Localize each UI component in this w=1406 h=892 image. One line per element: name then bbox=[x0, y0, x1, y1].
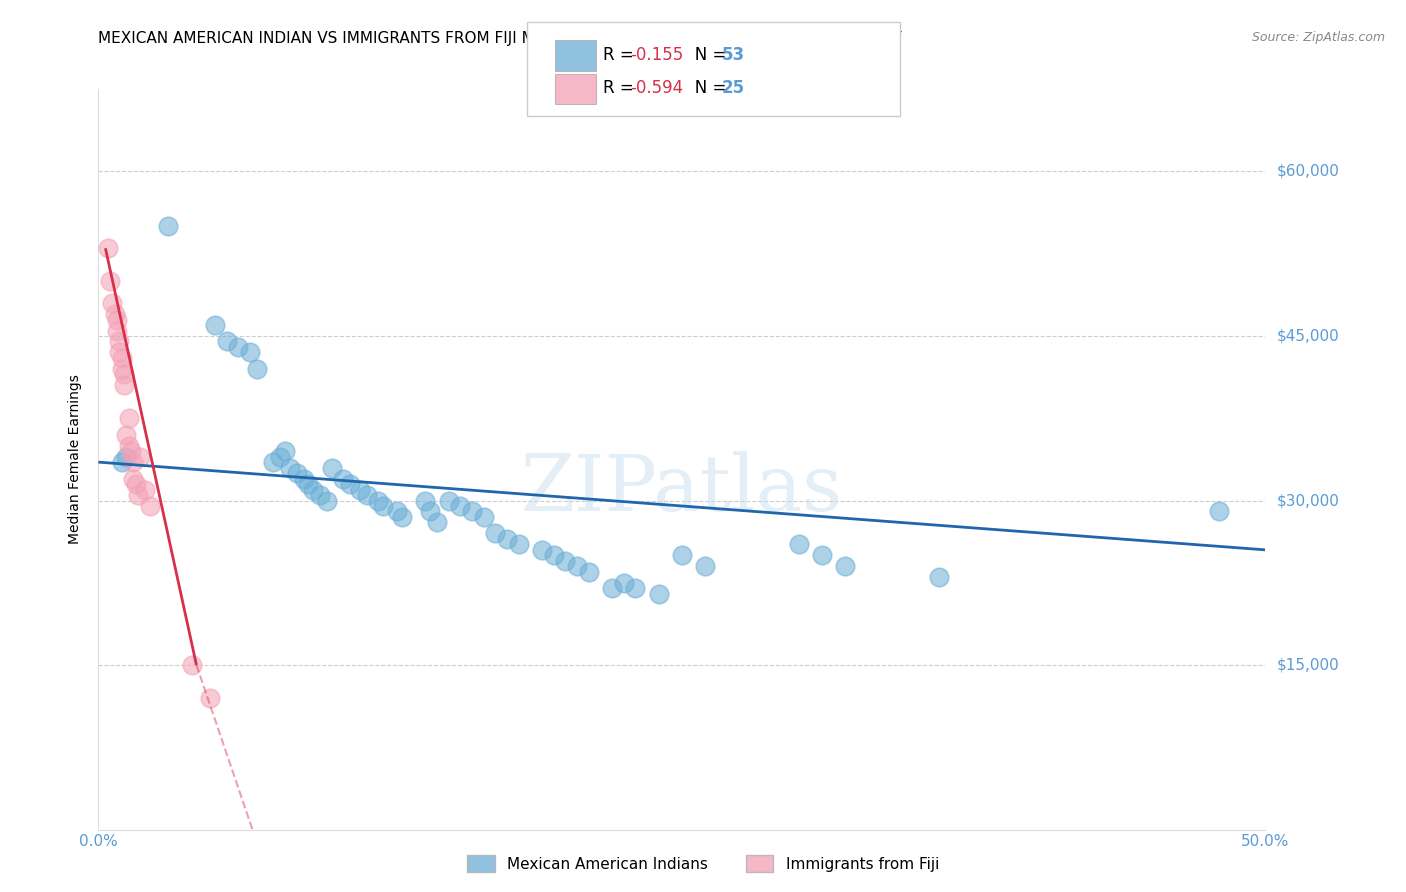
Text: 53: 53 bbox=[721, 45, 744, 63]
Point bbox=[120, 444, 142, 458]
Point bbox=[495, 532, 517, 546]
Point bbox=[105, 312, 128, 326]
Point bbox=[449, 499, 471, 513]
Point bbox=[104, 307, 127, 321]
Point bbox=[115, 450, 138, 464]
Point bbox=[180, 658, 202, 673]
Point bbox=[928, 570, 950, 584]
Point bbox=[285, 466, 308, 480]
Point bbox=[530, 542, 553, 557]
Point bbox=[671, 549, 693, 563]
Point bbox=[508, 537, 530, 551]
Point bbox=[127, 488, 149, 502]
Text: N =: N = bbox=[679, 79, 731, 97]
Point bbox=[111, 351, 134, 365]
Point bbox=[112, 378, 135, 392]
Point bbox=[332, 472, 354, 486]
Point bbox=[108, 345, 131, 359]
Point bbox=[419, 504, 441, 518]
Text: $30,000: $30,000 bbox=[1277, 493, 1340, 508]
Point bbox=[278, 460, 301, 475]
Point bbox=[239, 345, 262, 359]
Point bbox=[204, 318, 226, 332]
Point bbox=[98, 274, 121, 288]
Point bbox=[385, 504, 408, 518]
Point bbox=[339, 477, 361, 491]
Point bbox=[321, 460, 343, 475]
Point bbox=[472, 510, 495, 524]
Point bbox=[316, 493, 339, 508]
Point bbox=[115, 427, 138, 442]
Point bbox=[367, 493, 389, 508]
Text: -0.155: -0.155 bbox=[630, 45, 683, 63]
Point bbox=[543, 549, 565, 563]
Legend: Mexican American Indians, Immigrants from Fiji: Mexican American Indians, Immigrants fro… bbox=[460, 847, 946, 880]
Point bbox=[565, 559, 588, 574]
Text: MEXICAN AMERICAN INDIAN VS IMMIGRANTS FROM FIJI MEDIAN FEMALE EARNINGS CORRELATI: MEXICAN AMERICAN INDIAN VS IMMIGRANTS FR… bbox=[98, 31, 903, 46]
Text: $60,000: $60,000 bbox=[1277, 164, 1340, 179]
Point bbox=[695, 559, 717, 574]
Point bbox=[578, 565, 600, 579]
Point bbox=[461, 504, 484, 518]
Point bbox=[215, 334, 238, 349]
Point bbox=[624, 581, 647, 595]
Point bbox=[228, 340, 250, 354]
Point bbox=[600, 581, 623, 595]
Point bbox=[122, 455, 145, 469]
Point bbox=[391, 510, 413, 524]
Point bbox=[274, 444, 297, 458]
Point bbox=[426, 516, 449, 530]
Point bbox=[647, 587, 669, 601]
Point bbox=[612, 575, 634, 590]
Point bbox=[108, 334, 131, 349]
Text: $15,000: $15,000 bbox=[1277, 657, 1340, 673]
Point bbox=[134, 483, 156, 497]
Point bbox=[112, 368, 135, 382]
Text: -0.594: -0.594 bbox=[630, 79, 683, 97]
Text: $45,000: $45,000 bbox=[1277, 328, 1340, 343]
Point bbox=[105, 324, 128, 338]
Y-axis label: Median Female Earnings: Median Female Earnings bbox=[69, 375, 83, 544]
Point bbox=[302, 483, 325, 497]
Point bbox=[309, 488, 332, 502]
Point bbox=[484, 526, 506, 541]
Point bbox=[292, 472, 315, 486]
Point bbox=[118, 411, 141, 425]
Point bbox=[554, 554, 576, 568]
Text: Source: ZipAtlas.com: Source: ZipAtlas.com bbox=[1251, 31, 1385, 45]
Point bbox=[101, 296, 124, 310]
Point bbox=[349, 483, 371, 497]
Text: N =: N = bbox=[679, 45, 731, 63]
Point bbox=[111, 362, 134, 376]
Point bbox=[413, 493, 436, 508]
Point bbox=[269, 450, 291, 464]
Point bbox=[356, 488, 378, 502]
Point bbox=[118, 439, 141, 453]
Point bbox=[1208, 504, 1230, 518]
Point bbox=[297, 477, 319, 491]
Point bbox=[111, 455, 134, 469]
Point bbox=[373, 499, 395, 513]
Point bbox=[129, 450, 152, 464]
Point bbox=[200, 690, 222, 705]
Point bbox=[125, 477, 148, 491]
Text: R =: R = bbox=[603, 45, 640, 63]
Point bbox=[262, 455, 284, 469]
Point bbox=[811, 549, 834, 563]
Point bbox=[139, 499, 162, 513]
Text: 25: 25 bbox=[721, 79, 744, 97]
Point bbox=[97, 241, 120, 255]
Point bbox=[437, 493, 460, 508]
Point bbox=[122, 472, 145, 486]
Text: ZIPatlas: ZIPatlas bbox=[520, 451, 844, 527]
Text: R =: R = bbox=[603, 79, 640, 97]
Point bbox=[157, 219, 180, 234]
Point bbox=[246, 362, 269, 376]
Point bbox=[834, 559, 856, 574]
Point bbox=[787, 537, 810, 551]
